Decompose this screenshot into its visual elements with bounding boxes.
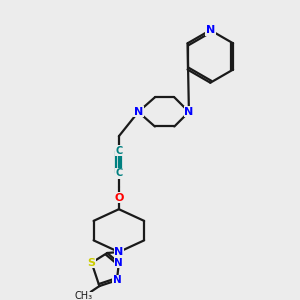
Text: N: N — [112, 275, 121, 285]
Text: N: N — [115, 258, 123, 268]
Text: C: C — [115, 146, 122, 156]
Text: S: S — [88, 258, 96, 268]
Text: O: O — [114, 193, 124, 202]
Text: CH₃: CH₃ — [75, 291, 93, 300]
Text: N: N — [206, 25, 215, 35]
Text: N: N — [134, 107, 143, 117]
Text: N: N — [114, 247, 124, 257]
Text: N: N — [184, 107, 194, 117]
Text: C: C — [115, 168, 122, 178]
